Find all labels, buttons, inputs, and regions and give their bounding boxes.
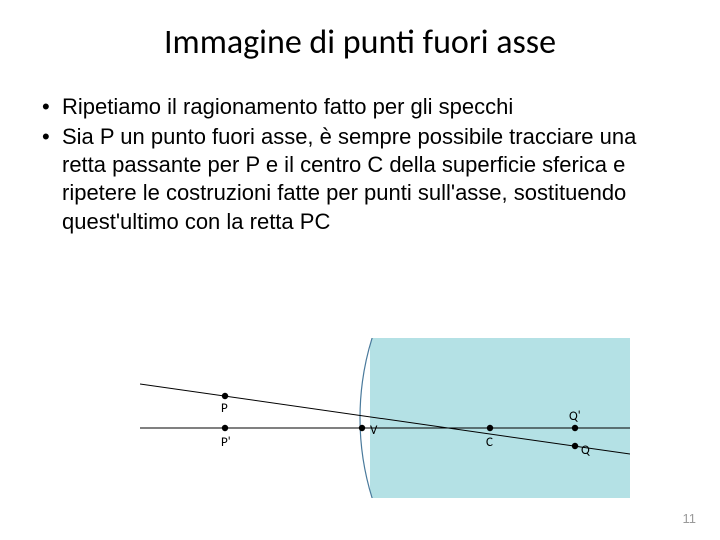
bullet-item: Ripetiamo il ragionamento fatto per gli … bbox=[40, 93, 680, 121]
slide-title: Immagine di punti fuori asse bbox=[0, 0, 720, 63]
point-label-Q: Q bbox=[581, 443, 590, 458]
page-number: 11 bbox=[683, 511, 697, 526]
bullet-item: Sia P un punto fuori asse, è sempre poss… bbox=[40, 123, 680, 236]
point-Q bbox=[572, 443, 578, 449]
lens-region bbox=[370, 338, 630, 498]
point-label-V: V bbox=[370, 423, 378, 438]
point-label-C: C bbox=[486, 435, 493, 450]
point-V bbox=[359, 425, 365, 431]
point-P bbox=[222, 393, 228, 399]
point-label-P: P bbox=[221, 401, 228, 416]
bullet-list: Ripetiamo il ragionamento fatto per gli … bbox=[0, 63, 720, 236]
point-Qprime bbox=[572, 425, 578, 431]
point-label-Qprime: Q' bbox=[569, 409, 581, 424]
point-Pprime bbox=[222, 425, 228, 431]
optics-diagram: P P' V C Q' Q bbox=[140, 338, 630, 498]
point-C bbox=[487, 425, 493, 431]
point-label-Pprime: P' bbox=[221, 435, 231, 450]
